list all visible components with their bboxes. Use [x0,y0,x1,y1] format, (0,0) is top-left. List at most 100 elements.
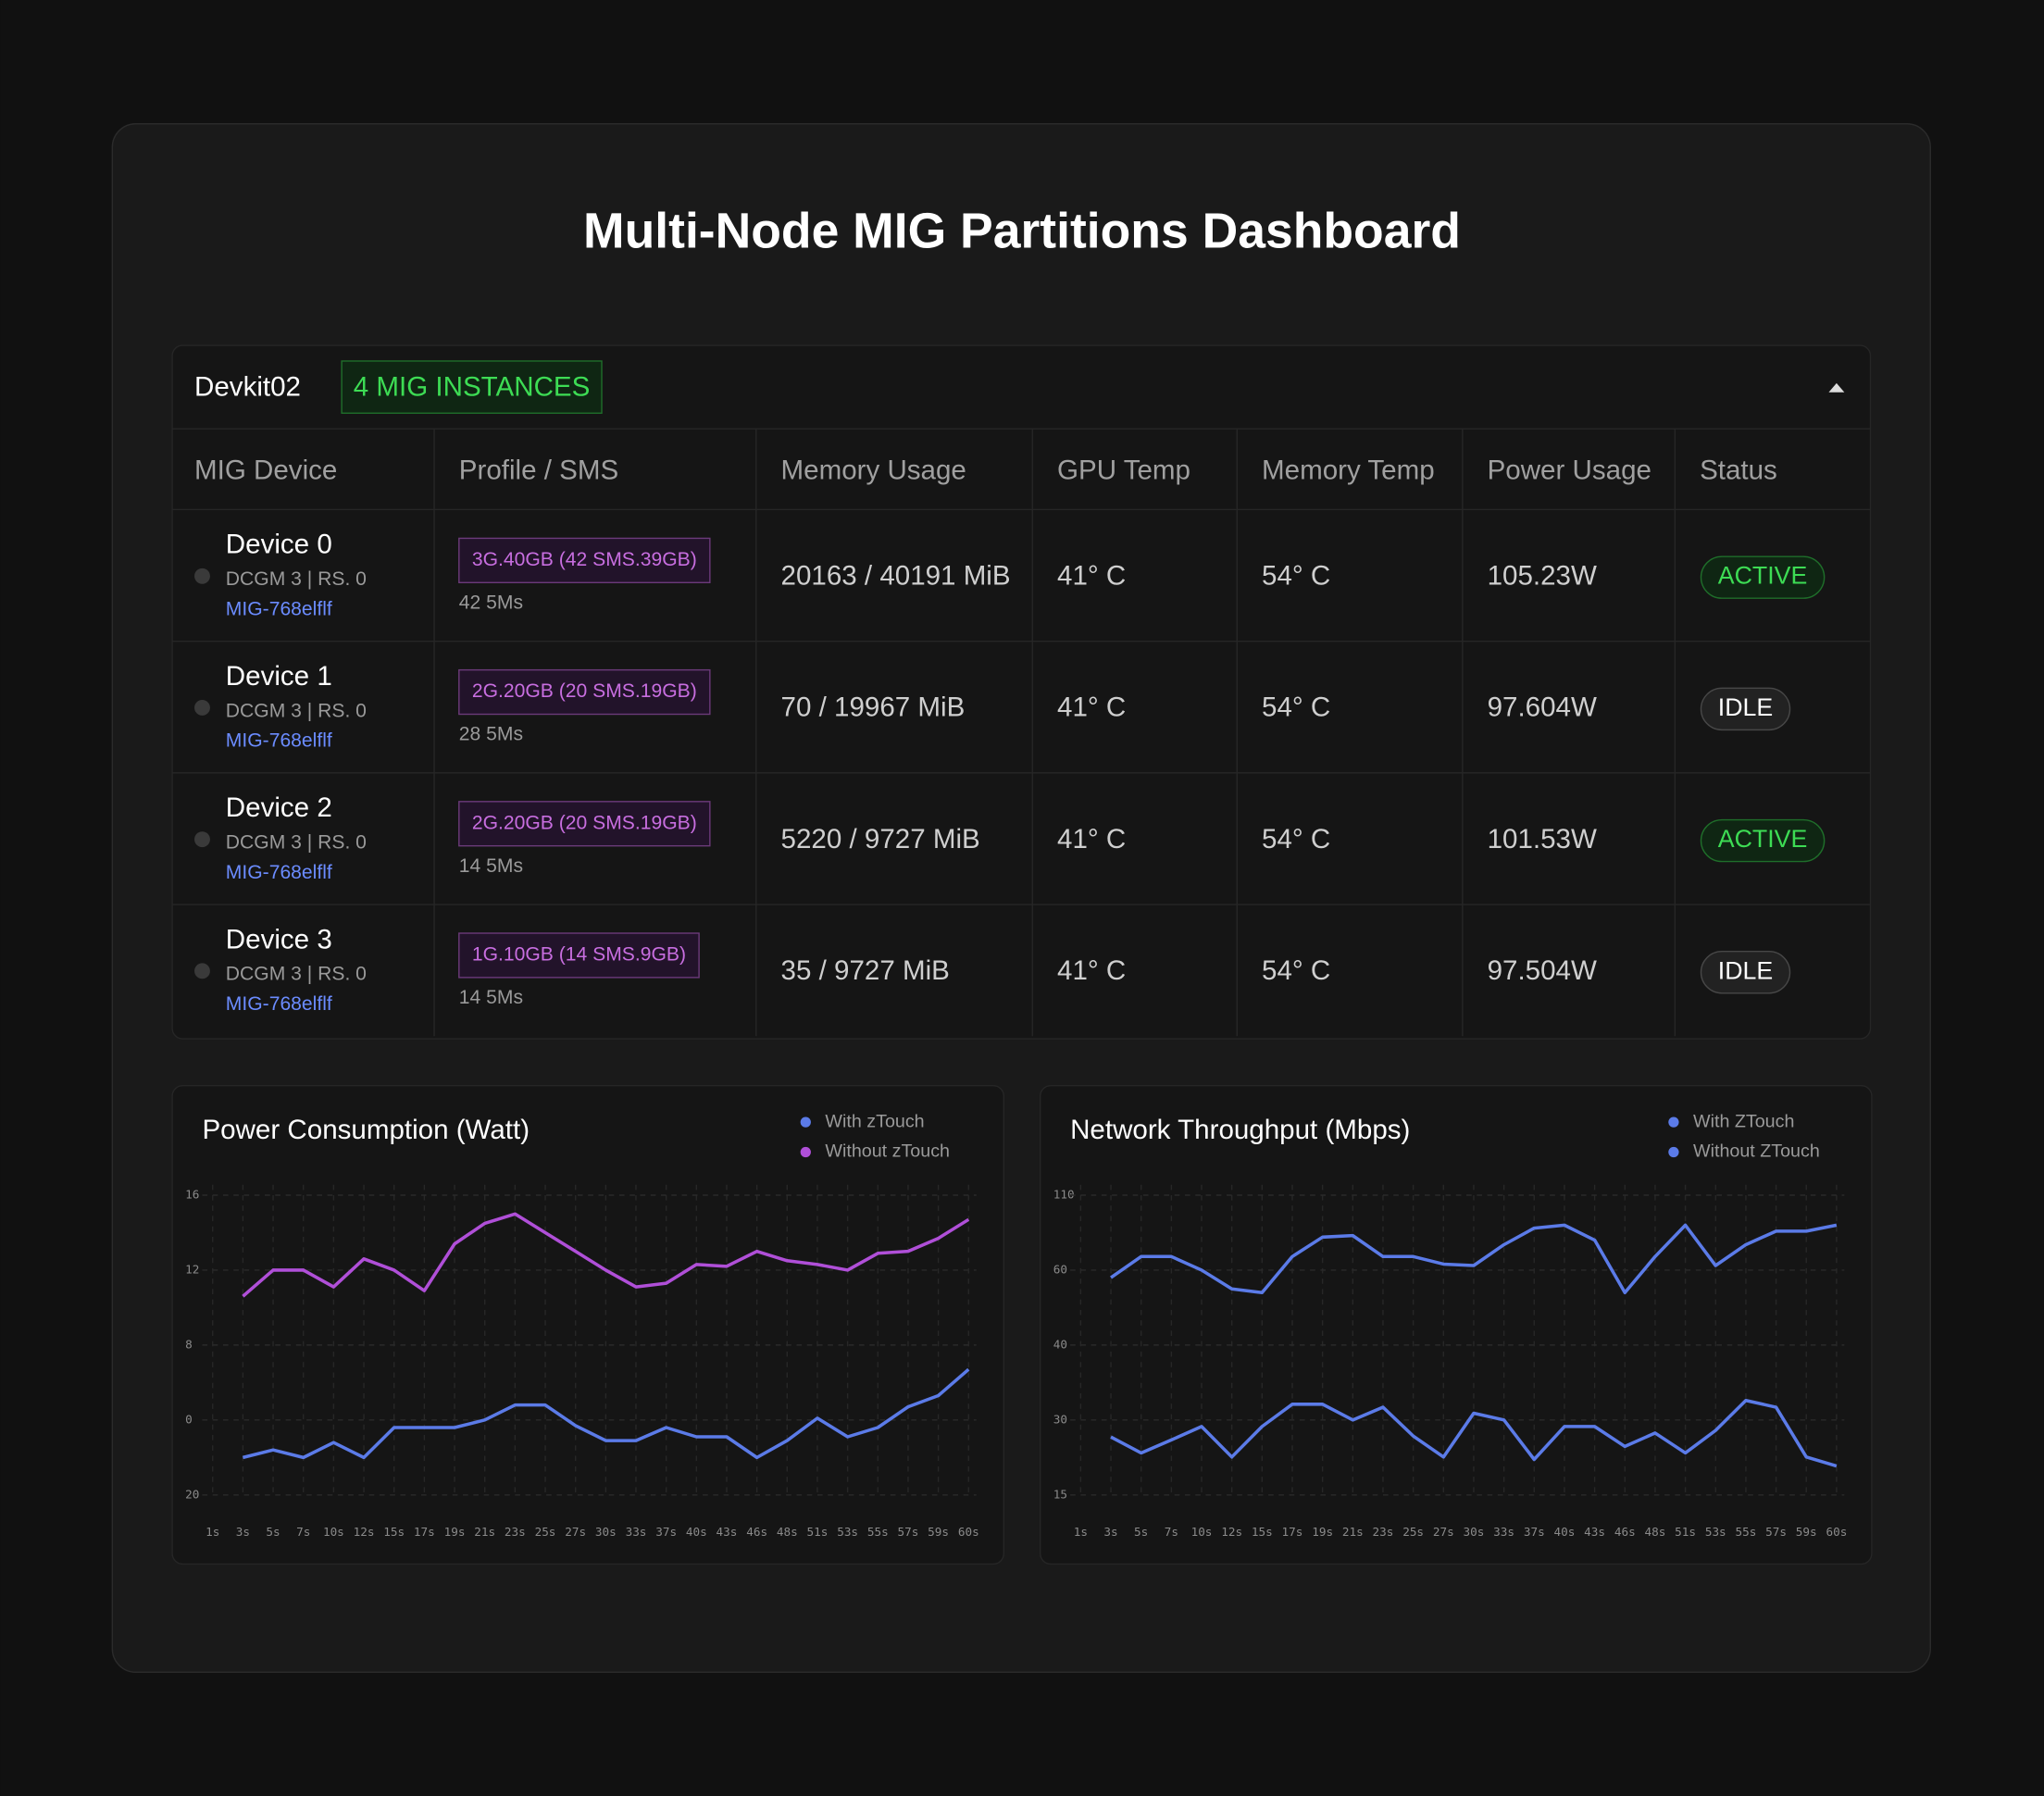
x-tick-label: 57s [1765,1525,1787,1539]
power-usage: 97.504W [1488,955,1597,986]
status-dot [194,700,210,716]
x-tick-label: 43s [717,1525,738,1539]
y-tick-label: 12 [185,1262,199,1276]
line-series [1110,1398,1838,1468]
status-pill [1700,687,1791,731]
x-tick-label: 21s [1342,1525,1364,1539]
x-tick-label: 7s [296,1525,310,1539]
memory-usage: 70 / 19967 MiB [781,692,966,723]
sms-text: 28 5Ms [459,724,523,745]
profile-badge [458,537,711,584]
gpu-temp: 41° C [1057,692,1126,723]
x-tick-label: 25s [1402,1525,1424,1539]
legend-dot [1668,1116,1679,1128]
legend-label: With zTouch [825,1111,924,1131]
x-tick-label: 23s [1373,1525,1394,1539]
x-tick-label: 17s [414,1525,435,1539]
x-tick-label: 25s [535,1525,556,1539]
status-text: ACTIVE [1718,562,1808,590]
power-usage: 105.23W [1488,560,1597,591]
device-dcgm: DCGM 3 | RS. 0 [226,700,367,721]
x-tick-label: 19s [444,1525,466,1539]
legend-dot [1668,1146,1679,1158]
profile-badge [458,932,700,979]
x-tick-label: 48s [1644,1525,1665,1539]
device-dcgm: DCGM 3 | RS. 0 [226,831,367,853]
memory-temp: 54° C [1262,560,1330,591]
device-name: Device 1 [226,661,332,692]
x-tick-label: 1s [206,1525,219,1539]
device-id[interactable]: MIG-768elflf [226,862,332,883]
chart-panel [171,1085,1004,1565]
x-tick-label: 5s [1134,1525,1148,1539]
x-tick-label: 10s [1191,1525,1213,1539]
x-tick-label: 37s [1524,1525,1545,1539]
x-tick-label: 10s [323,1525,344,1539]
x-tick-label: 55s [867,1525,889,1539]
column-header: GPU Temp [1057,455,1190,485]
y-tick-label: 15 [1053,1487,1067,1501]
y-tick-label: 8 [185,1337,193,1351]
device-dcgm: DCGM 3 | RS. 0 [226,964,367,985]
status-pill [1700,555,1826,599]
power-usage: 97.604W [1488,692,1597,723]
legend-label: With ZTouch [1693,1111,1794,1131]
device-id[interactable]: MIG-768elflf [226,598,332,619]
instances-badge [341,360,603,414]
memory-temp: 54° C [1262,824,1330,854]
memory-usage: 5220 / 9727 MiB [781,824,980,854]
status-text: IDLE [1718,956,1773,984]
x-tick-label: 43s [1584,1525,1605,1539]
profile-text: 1G.10GB (14 SMS.9GB) [472,944,686,966]
x-tick-label: 40s [686,1525,707,1539]
column-header: Memory Usage [781,455,966,485]
memory-temp: 54° C [1262,955,1330,986]
x-tick-label: 40s [1554,1525,1576,1539]
legend-dot [800,1116,811,1128]
profile-text: 2G.20GB (20 SMS.19GB) [472,812,697,833]
device-id[interactable]: MIG-768elflf [226,730,332,752]
y-tick-label: 30 [1053,1412,1067,1426]
x-tick-label: 12s [1221,1525,1242,1539]
legend-label: Without ZTouch [1693,1141,1820,1162]
x-tick-label: 51s [807,1525,829,1539]
profile-text: 3G.40GB (42 SMS.39GB) [472,549,697,570]
x-tick-label: 55s [1735,1525,1756,1539]
x-tick-label: 15s [1252,1525,1273,1539]
status-dot [194,567,210,584]
gpu-temp: 41° C [1057,955,1126,986]
legend-dot [800,1146,811,1158]
x-tick-label: 59s [928,1525,949,1539]
x-tick-label: 1s [1074,1525,1088,1539]
y-tick-label: 60 [1053,1262,1067,1276]
column-header: Memory Temp [1262,455,1435,485]
status-text: IDLE [1718,693,1773,721]
gpu-temp: 41° C [1057,824,1126,854]
collapse-caret[interactable] [1828,382,1845,393]
table-panel [171,344,1872,1040]
x-tick-label: 30s [595,1525,617,1539]
status-dot [194,831,210,848]
profile-badge [458,668,711,716]
profile-badge [458,801,711,847]
gpu-temp: 41° C [1057,560,1126,591]
x-tick-label: 23s [505,1525,526,1539]
device-id[interactable]: MIG-768elflf [226,993,332,1015]
memory-temp: 54° C [1262,692,1330,723]
device-dcgm: DCGM 3 | RS. 0 [226,568,367,590]
x-tick-label: 30s [1464,1525,1485,1539]
y-tick-label: 20 [185,1487,199,1501]
sms-text: 14 5Ms [459,855,523,877]
x-tick-label: 37s [655,1525,677,1539]
x-tick-label: 33s [1493,1525,1514,1539]
x-tick-label: 12s [354,1525,375,1539]
memory-usage: 35 / 9727 MiB [781,955,950,986]
status-dot [194,963,210,979]
x-tick-label: 60s [1826,1525,1847,1539]
x-tick-label: 46s [1614,1525,1636,1539]
x-tick-label: 3s [1103,1525,1117,1539]
line-series [1110,1223,1838,1295]
chart-title: Power Consumption (Watt) [202,1115,530,1145]
chart-title: Network Throughput (Mbps) [1070,1115,1410,1145]
